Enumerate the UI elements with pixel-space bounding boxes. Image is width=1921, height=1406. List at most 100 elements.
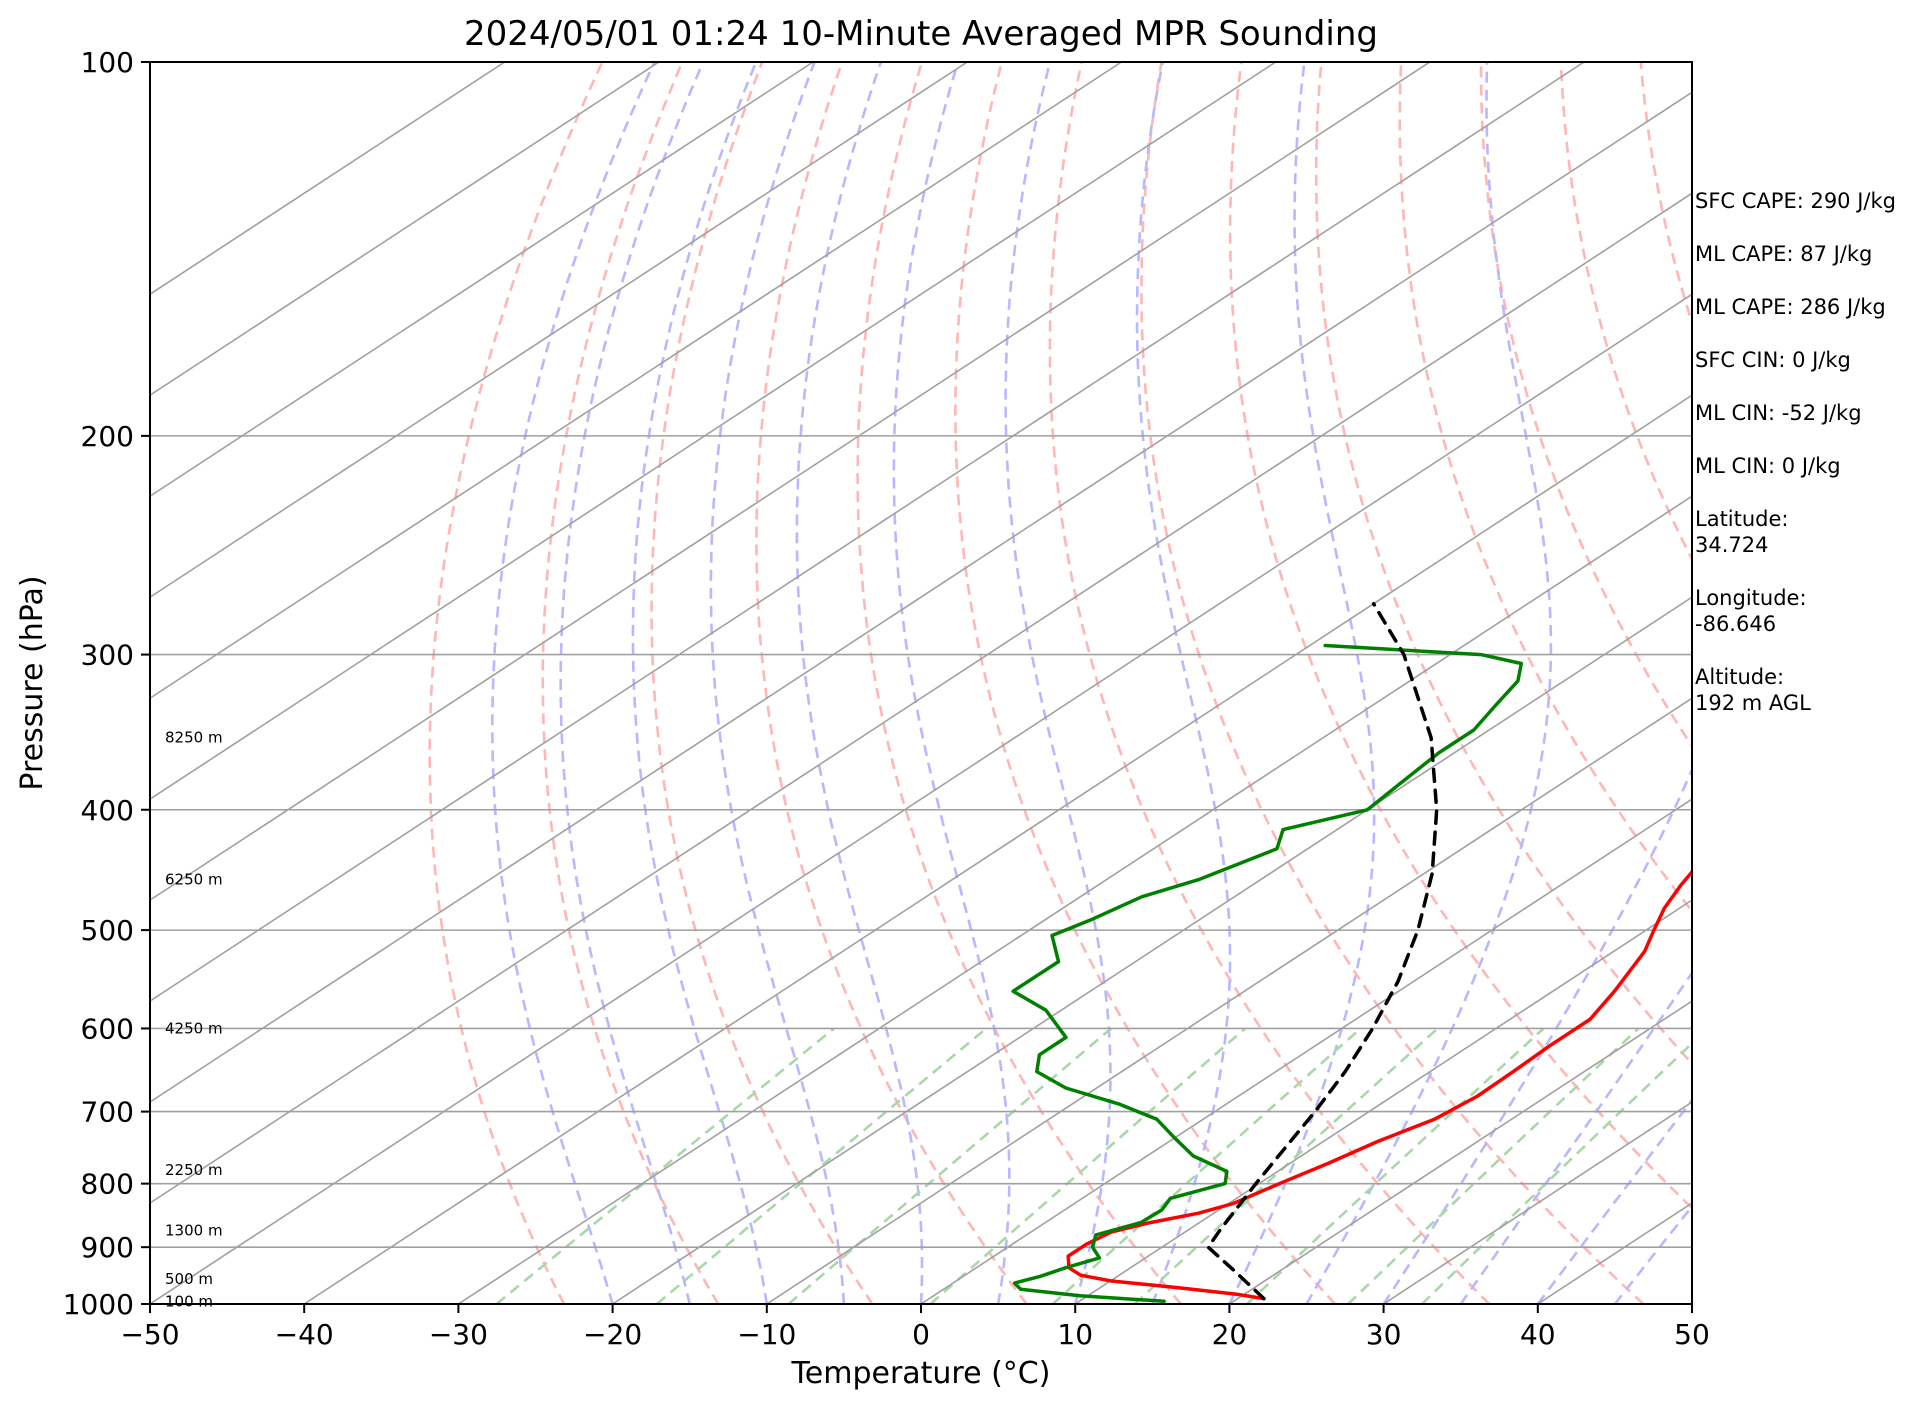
y-axis-label: Pressure (hPa) [15, 575, 50, 790]
isotherm-line [766, 697, 1692, 1304]
isotherm-line [150, 293, 1692, 1304]
y-tick-label: 900 [81, 1231, 134, 1264]
stat-item: ML CIN: 0 J/kg [1695, 453, 1915, 479]
moist-adiabat [1382, 766, 1692, 1304]
x-tick-label: −20 [583, 1318, 642, 1351]
moist-adiabat [559, 62, 705, 1304]
height-labels: 8250 m 6250 m 4250 m 2250 m 1300 m 500 m 100 m [165, 729, 223, 1311]
sounding-stats-panel: SFC CAPE: 290 J/kg ML CAPE: 87 J/kg ML CAP… [1695, 188, 1915, 743]
isotherm-line [150, 62, 1277, 801]
height-label: 500 m [165, 1270, 213, 1288]
dry-adiabat [1479, 62, 1692, 749]
height-label: 6250 m [165, 870, 223, 888]
stat-item: Longitude: -86.646 [1695, 585, 1915, 637]
mixing-ratio-line [1421, 1041, 1692, 1304]
isotherm-line [920, 798, 1692, 1304]
dry-adiabat [755, 62, 1028, 1304]
plot-frame [149, 61, 1693, 1305]
dry-adiabat [1314, 62, 1692, 1066]
dry-adiabat [953, 62, 1336, 1304]
x-tick-label: 50 [1674, 1318, 1710, 1351]
x-axis-label: Temperature (°C) [791, 1356, 1051, 1391]
stat-item: SFC CAPE: 290 J/kg [1695, 188, 1915, 214]
mixing-ratio-line [1246, 1027, 1545, 1304]
stat-item: SFC CIN: 0 J/kg [1695, 347, 1915, 373]
isotherm-line [150, 192, 1692, 1204]
height-label: 2250 m [165, 1161, 223, 1179]
height-label: 4250 m [165, 1019, 223, 1037]
dry-adiabat [1398, 62, 1692, 914]
height-label: 100 m [165, 1292, 213, 1310]
moist-adiabat [1305, 62, 1553, 1304]
dry-adiabat [1048, 62, 1491, 1304]
stat-label: Altitude: [1695, 665, 1785, 689]
x-tick-label: 40 [1520, 1318, 1556, 1351]
isotherm-line [150, 62, 1431, 902]
dry-adiabat [1140, 62, 1645, 1304]
stat-value: 34.724 [1695, 533, 1769, 557]
x-tick-label: 10 [1057, 1318, 1093, 1351]
dewpoint-line [1011, 643, 1524, 1304]
stat-item: Altitude: 192 m AGL [1695, 664, 1915, 716]
mixing-ratio-line [495, 1027, 835, 1304]
mixing-ratio-line [787, 1027, 1113, 1304]
y-tick-label: 500 [81, 914, 134, 947]
isotherm-line [150, 62, 506, 296]
dry-adiabat [541, 62, 720, 1304]
moist-adiabat [491, 62, 656, 1304]
isotherm-line [150, 62, 814, 498]
isotherm-line [150, 91, 1692, 1104]
x-tick-label: 30 [1366, 1318, 1402, 1351]
stat-label: ML CIN: 0 J/kg [1695, 454, 1841, 478]
moist-adiabat [1004, 62, 1112, 1304]
stat-value: 192 m AGL [1695, 691, 1811, 715]
x-tick-label: −50 [120, 1318, 179, 1351]
stat-label: ML CAPE: 286 J/kg [1695, 295, 1886, 319]
mixing-ratio-line [1347, 1027, 1640, 1304]
isotherm-line [150, 62, 968, 599]
mixing-ratio-line [1051, 1027, 1362, 1304]
y-tick-label: 100 [81, 46, 134, 79]
y-tick-label: 200 [81, 420, 134, 453]
background-lines [150, 62, 1692, 1304]
y-tick-label: 800 [81, 1168, 134, 1201]
stat-item: Latitude: 34.724 [1695, 506, 1915, 558]
parcel-line [1206, 601, 1439, 1301]
height-label: 1300 m [165, 1222, 223, 1240]
moist-adiabat [1536, 1098, 1692, 1304]
stat-label: ML CAPE: 87 J/kg [1695, 242, 1873, 266]
x-tick-label: 20 [1212, 1318, 1248, 1351]
dry-adiabat [856, 62, 1182, 1304]
isotherm-line [150, 62, 1585, 1003]
x-tick-label: 0 [912, 1318, 930, 1351]
y-tick-label: 600 [81, 1012, 134, 1045]
stat-item: ML CIN: -52 J/kg [1695, 400, 1915, 426]
isotherm-line [303, 394, 1692, 1304]
y-tick-label: 700 [81, 1096, 134, 1129]
dry-adiabat [650, 62, 874, 1304]
y-tick-label: 300 [81, 639, 134, 672]
stat-item: ML CAPE: 286 J/kg [1695, 294, 1915, 320]
stat-label: ML CIN: -52 J/kg [1695, 401, 1862, 425]
stat-label: SFC CAPE: 290 J/kg [1695, 189, 1896, 213]
stat-item: ML CAPE: 87 J/kg [1695, 241, 1915, 267]
series-lines [1011, 601, 1692, 1304]
dry-adiabat [1559, 62, 1692, 563]
isotherm-line [1228, 1000, 1692, 1304]
mixing-ratio-line [929, 1027, 1247, 1304]
stat-label: SFC CIN: 0 J/kg [1695, 348, 1851, 372]
stat-label: Longitude: [1695, 586, 1807, 610]
isotherm-line [1074, 899, 1692, 1304]
temperature-line [1066, 869, 1692, 1301]
y-tick-label: 400 [81, 794, 134, 827]
y-axis-ticks: 100 200 300 400 500 600 700 800 900 1000 [63, 46, 150, 1321]
height-label: 8250 m [165, 729, 223, 747]
x-tick-label: −30 [429, 1318, 488, 1351]
dry-adiabat [1228, 62, 1692, 1210]
x-axis-ticks: −50 −40 −30 −20 −10 0 10 20 30 40 50 [120, 1304, 1710, 1351]
stat-label: Latitude: [1695, 507, 1789, 531]
y-tick-label: 1000 [63, 1288, 134, 1321]
isotherm-line [150, 62, 660, 397]
isotherm-line [457, 495, 1692, 1304]
